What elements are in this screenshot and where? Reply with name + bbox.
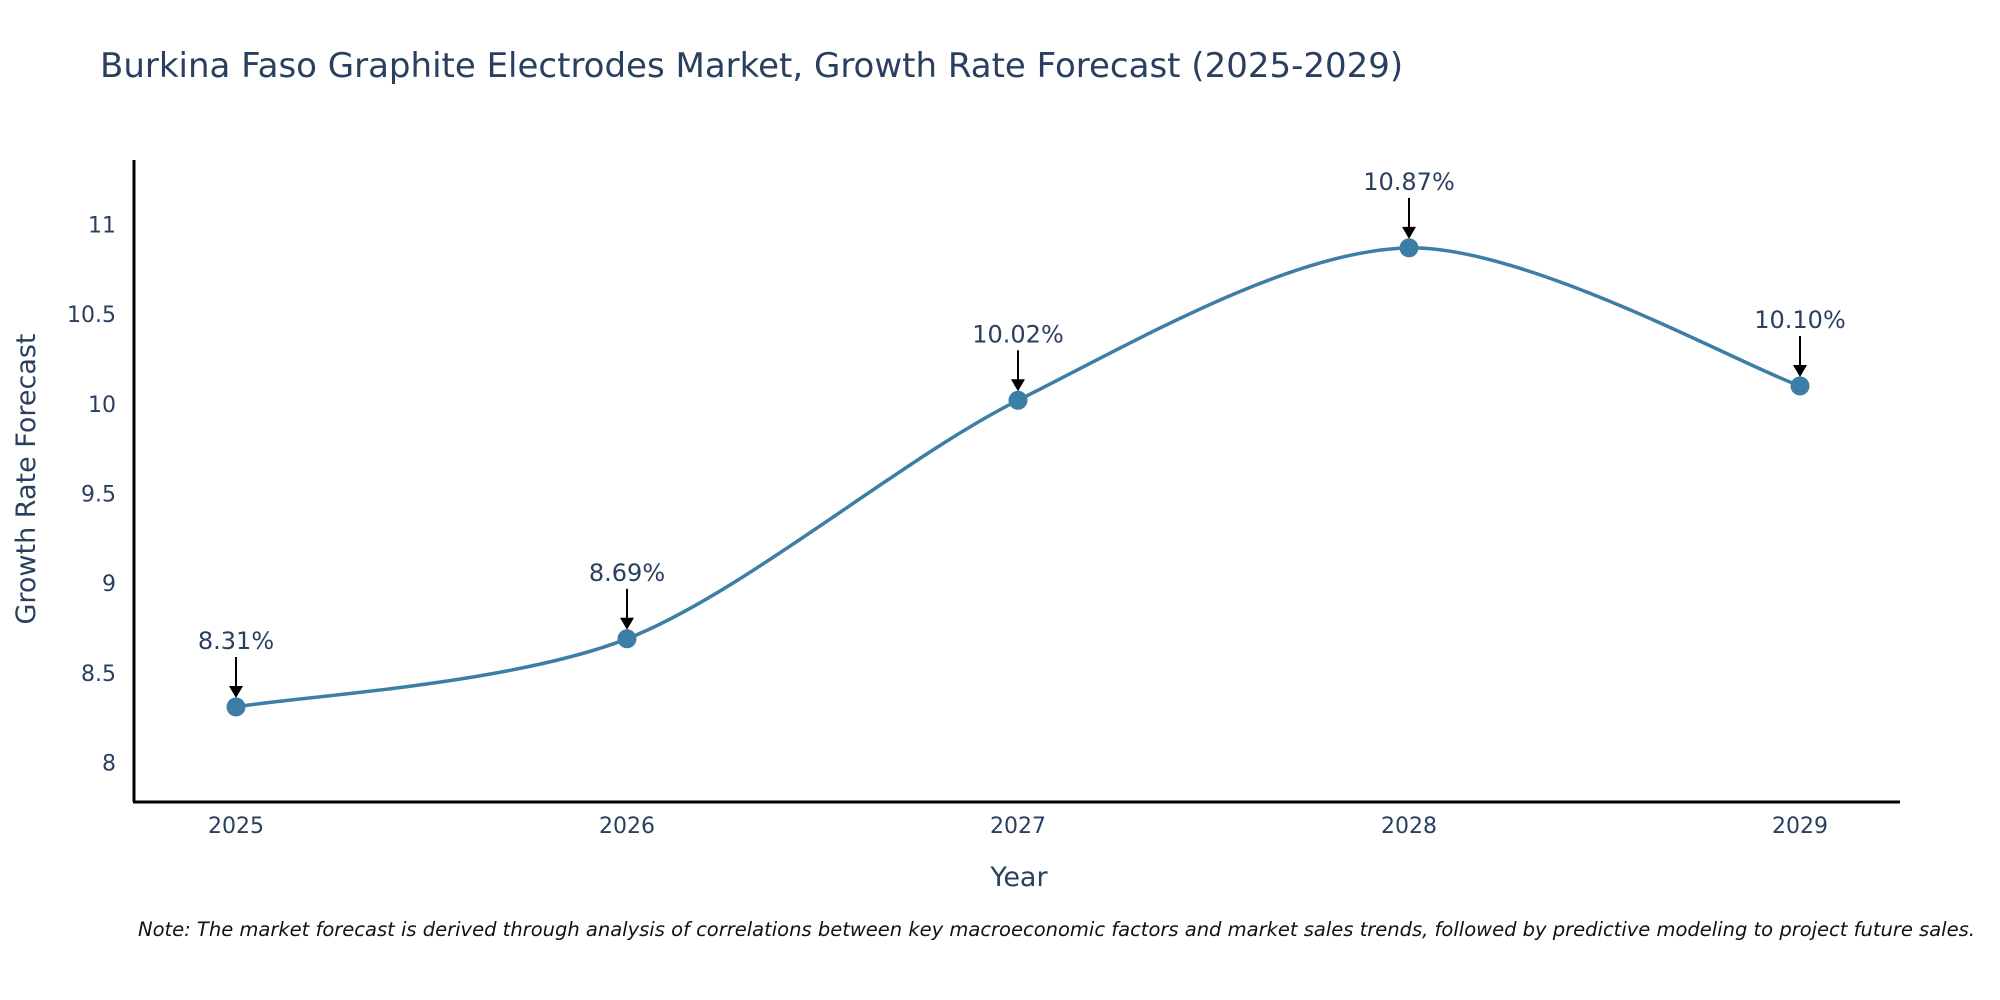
annotation: 8.31% (198, 627, 274, 698)
y-tick-label: 8 (102, 752, 116, 777)
data-label: 8.69% (589, 559, 665, 587)
x-tick-label: 2029 (1772, 814, 1828, 839)
x-axis-title: Year (989, 862, 1048, 893)
x-tick-label: 2028 (1381, 814, 1437, 839)
x-tick-label: 2026 (599, 814, 655, 839)
data-label: 10.87% (1363, 168, 1455, 196)
y-tick-label: 9 (102, 572, 116, 597)
y-tick-label: 11 (88, 214, 116, 239)
data-point (617, 629, 637, 649)
data-point (1399, 238, 1419, 258)
data-point (226, 697, 246, 717)
annotation: 8.69% (589, 559, 665, 630)
growth-rate-line (235, 246, 1801, 709)
chart-title: Burkina Faso Graphite Electrodes Market,… (100, 46, 1404, 86)
x-tick-label: 2025 (208, 814, 264, 839)
data-label: 8.31% (198, 627, 274, 655)
annotation: 10.10% (1754, 306, 1846, 377)
y-axis-title: Growth Rate Forecast (11, 333, 42, 624)
annotation: 10.02% (972, 320, 1064, 392)
x-tick-label: 2027 (990, 814, 1046, 839)
y-tick-label: 10 (88, 393, 116, 418)
data-annotations: 8.31% 8.69% 10.02% 10.87% 10.10% (198, 168, 1846, 698)
annotation: 10.87% (1363, 168, 1455, 239)
x-axis-ticks: 2025 2026 2027 2028 2029 (208, 814, 1828, 839)
annotation-arrow-head (1402, 226, 1416, 239)
data-point (1790, 376, 1810, 396)
y-tick-label: 8.5 (81, 662, 116, 687)
data-markers (226, 238, 1810, 717)
y-axis-ticks: 8 8.5 9 9.5 10 10.5 11 (67, 214, 116, 777)
annotation-arrow-head (1011, 379, 1025, 392)
data-point (1008, 390, 1028, 410)
footnote: Note: The market forecast is derived thr… (138, 918, 1975, 941)
annotation-arrow-head (620, 617, 634, 630)
y-tick-label: 9.5 (81, 483, 116, 508)
data-label: 10.10% (1754, 306, 1846, 334)
y-tick-label: 10.5 (67, 303, 116, 328)
annotation-arrow-head (229, 685, 243, 698)
annotation-arrow-head (1793, 364, 1807, 377)
data-label: 10.02% (972, 320, 1064, 348)
